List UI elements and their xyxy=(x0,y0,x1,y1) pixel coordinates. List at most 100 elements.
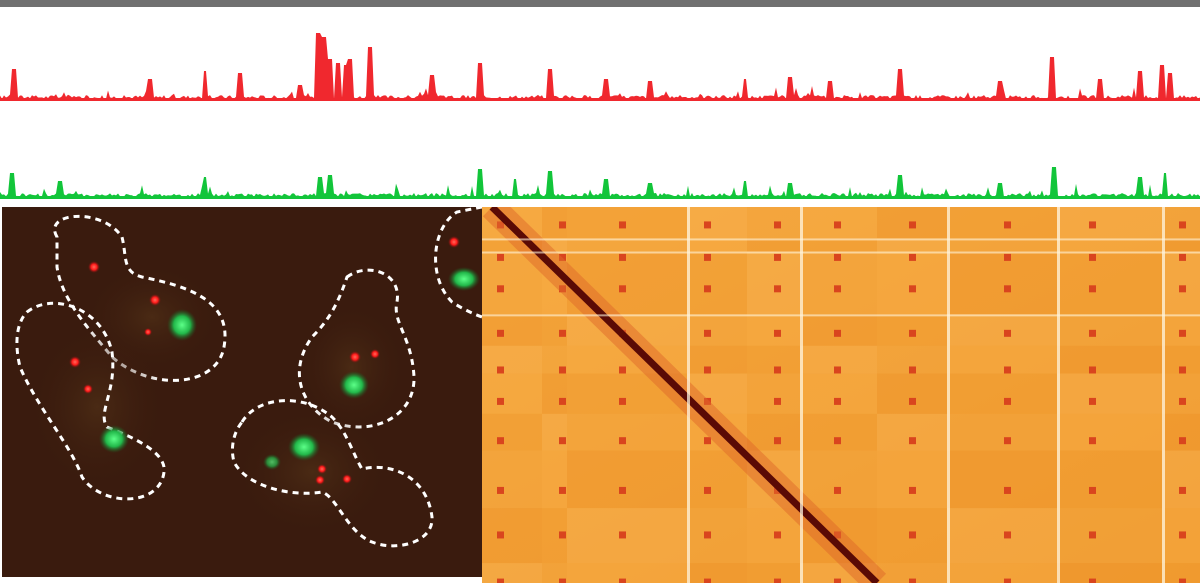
red-focus xyxy=(144,328,152,336)
centromere-spot xyxy=(619,366,626,374)
centromere-spot xyxy=(1089,531,1096,539)
centromere-spot xyxy=(909,221,916,229)
red-focus xyxy=(342,474,352,484)
centromere-spot xyxy=(774,531,781,539)
chromosome-block xyxy=(1057,508,1162,564)
centromere-spot xyxy=(619,285,626,293)
centromere-spot xyxy=(704,486,711,494)
green-nucleus xyxy=(288,433,320,461)
centromere-spot xyxy=(559,253,566,261)
centromere-spot xyxy=(834,253,841,261)
chromosome-block xyxy=(482,563,542,583)
centromere-spot xyxy=(1004,221,1011,229)
centromere-spot xyxy=(1179,531,1186,539)
chromosome-block xyxy=(947,373,1057,414)
red-focus xyxy=(370,349,380,359)
centromere-spot xyxy=(1179,285,1186,293)
centromere-spot xyxy=(774,397,781,405)
chromosome-block xyxy=(542,563,567,583)
centromere-spot xyxy=(909,366,916,374)
centromere-spot xyxy=(1179,486,1186,494)
chromosome-block xyxy=(1057,251,1162,315)
chromosome-block xyxy=(800,238,877,252)
centromere-spot xyxy=(1004,253,1011,261)
chromosome-block xyxy=(482,314,542,346)
red-focus xyxy=(448,236,460,248)
centromere-spot xyxy=(1089,253,1096,261)
chromosome-block xyxy=(482,450,542,509)
centromere-spot xyxy=(909,329,916,337)
chromosome-block xyxy=(567,413,687,451)
chromosome-block xyxy=(1162,251,1200,315)
centromere-spot xyxy=(619,486,626,494)
red-focus xyxy=(83,384,93,394)
centromere-spot xyxy=(704,578,711,583)
chromosome-block xyxy=(542,373,567,414)
chromosome-block xyxy=(567,207,687,239)
centromere-spot xyxy=(774,221,781,229)
centromere-spot xyxy=(619,253,626,261)
chromosome-block xyxy=(877,563,947,583)
cell-outline xyxy=(230,399,434,548)
green-signal-track xyxy=(0,167,1200,199)
centromere-spot xyxy=(834,437,841,445)
chromosome-block xyxy=(687,345,747,374)
chromosome-block xyxy=(542,413,567,451)
gap-line-vertical xyxy=(687,207,690,583)
centromere-spot xyxy=(619,437,626,445)
centromere-spot xyxy=(497,329,504,337)
chromosome-block xyxy=(947,413,1057,451)
centromere-spot xyxy=(774,437,781,445)
chromosome-block xyxy=(687,207,747,239)
centromere-spot xyxy=(1089,437,1096,445)
centromere-spot xyxy=(1179,366,1186,374)
signal-area xyxy=(0,167,1200,197)
centromere-spot xyxy=(704,437,711,445)
centromere-spot xyxy=(559,578,566,583)
centromere-spot xyxy=(1004,366,1011,374)
centromere-spot xyxy=(1089,578,1096,583)
centromere-spot xyxy=(619,578,626,583)
chromosome-block xyxy=(947,563,1057,583)
chromosome-block xyxy=(800,450,877,509)
centromere-spot xyxy=(1179,329,1186,337)
centromere-spot xyxy=(559,366,566,374)
centromere-spot xyxy=(559,397,566,405)
centromere-spot xyxy=(1089,221,1096,229)
chromosome-block xyxy=(687,508,747,564)
centromere-spot xyxy=(497,486,504,494)
centromere-spot xyxy=(497,531,504,539)
diagonal-band xyxy=(482,207,887,583)
centromere-spot xyxy=(1089,285,1096,293)
chromosome-block xyxy=(687,238,747,252)
yeast-cell-4 xyxy=(230,399,434,548)
fluorescence-microscopy-panel xyxy=(2,207,482,577)
chromosome-block xyxy=(482,373,542,414)
centromere-spot xyxy=(834,285,841,293)
red-focus xyxy=(149,294,161,306)
centromere-spot xyxy=(1004,578,1011,583)
centromere-spot xyxy=(909,486,916,494)
baseline xyxy=(0,196,1200,199)
yeast-cell-2 xyxy=(15,301,167,501)
chromosome-block xyxy=(542,450,567,509)
centromere-spot xyxy=(1004,397,1011,405)
centromere-spot xyxy=(497,253,504,261)
green-nucleus xyxy=(339,371,369,399)
yeast-cell-5 xyxy=(434,207,482,319)
white-gap-lines xyxy=(482,207,1200,583)
top-gray-bar xyxy=(0,0,1200,7)
centromere-spot xyxy=(774,253,781,261)
gap-line-vertical xyxy=(800,207,803,583)
chromosome-block xyxy=(1057,238,1162,252)
centromere-spot xyxy=(1179,253,1186,261)
chromosome-block xyxy=(482,413,542,451)
chromosome-block xyxy=(567,508,687,564)
chromosome-block xyxy=(747,314,800,346)
centromere-spot xyxy=(834,486,841,494)
gap-line-horizontal xyxy=(482,238,1200,241)
chromosome-block xyxy=(482,345,542,374)
centromere-spot xyxy=(497,285,504,293)
chromosome-block xyxy=(947,508,1057,564)
chromosome-blocks xyxy=(482,207,1200,583)
